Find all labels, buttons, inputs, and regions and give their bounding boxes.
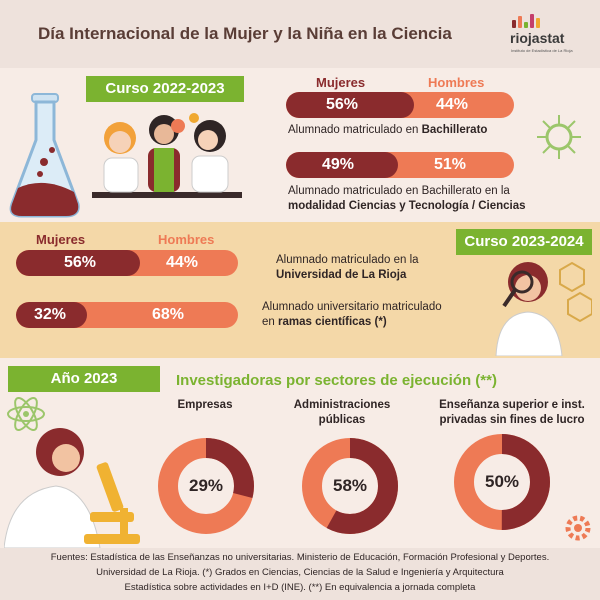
legend-men: Hombres (428, 75, 485, 90)
donut-empresas (158, 438, 254, 534)
bar-value-women: 49% (322, 156, 355, 173)
bar-fill-women (286, 152, 398, 178)
legend-women: Mujeres (36, 232, 86, 247)
bar-value-men: 44% (436, 96, 469, 113)
bar-value-women: 56% (64, 254, 97, 271)
bar-value-women: 32% (34, 306, 67, 323)
footer-line-1: Fuentes: Estadística de las Enseñanzas n… (50, 552, 550, 563)
bar-value-men: 68% (152, 306, 185, 323)
donut-administraciones (302, 438, 398, 534)
scientists-illustration-icon (92, 113, 242, 198)
bar-value-men: 44% (166, 254, 199, 271)
page-title: Día Internacional de la Mujer y la Niña … (38, 24, 452, 43)
donut-value-administraciones: 58% (332, 476, 368, 495)
tag-curso-2022-2023: Curso 2022-2023 (86, 76, 244, 102)
footer-line-3: Estadística sobre actividades en I+D (IN… (124, 582, 476, 593)
stat-desc-bachillerato: Alumnado matriculado en Bachillerato (288, 124, 488, 136)
footer-band (0, 548, 600, 600)
legend-men: Hombres (158, 232, 215, 247)
bar-value-women: 56% (326, 96, 359, 113)
stat-bar-modalidad-ciencias: 49% 51% (286, 152, 514, 178)
sector-label-ensenanza: Enseñanza superior e inst. privadas sin f… (439, 399, 585, 426)
header-band (0, 0, 600, 68)
stat-desc-modalidad-ciencias: Alumnado matriculado en Bachillerato en … (288, 185, 526, 212)
sector-label-empresas: Empresas (177, 399, 233, 411)
sector-label-administraciones: Administraciones públicas (293, 399, 391, 426)
virus-icon (537, 115, 581, 159)
tag-ano-2023: Año 2023 (8, 366, 160, 392)
stat-desc-universidad: Alumnado matriculado en la Universidad d… (276, 254, 419, 281)
stat-bar-bachillerato: 56% 44% (286, 92, 514, 118)
stat-bar-universidad: 56% 44% (16, 250, 238, 276)
logo-name: riojastat (510, 30, 565, 46)
logo-bars-icon (512, 14, 544, 28)
legend-women: Mujeres (316, 75, 366, 90)
bar-value-men: 51% (434, 156, 467, 173)
donut-ensenanza (454, 434, 550, 530)
stat-desc-ramas-cientificas: Alumnado universitario matriculado en ra… (262, 301, 442, 328)
atom-icon (7, 397, 45, 431)
flask-icon (9, 93, 80, 218)
logo-subtitle: Instituto de Estadística de La Rioja (511, 48, 573, 53)
donut-value-empresas: 29% (188, 476, 224, 495)
bar-fill-women (16, 250, 141, 276)
bar-fill-women (16, 302, 88, 328)
gear-icon (565, 515, 591, 541)
scientist-magnifier-illustration-icon (495, 261, 592, 356)
bar-fill-women (286, 92, 414, 118)
stat-bar-ramas-cientificas: 32% 68% (16, 302, 238, 328)
scientist-microscope-illustration-icon (4, 428, 140, 548)
footer-line-2: Universidad de La Rioja. (*) Grados en C… (96, 567, 504, 578)
donut-value-ensenanza: 50% (484, 472, 520, 491)
section3-title: Investigadoras por sectores de ejecución… (176, 372, 497, 389)
tag-curso-2023-2024: Curso 2023-2024 (456, 229, 592, 255)
